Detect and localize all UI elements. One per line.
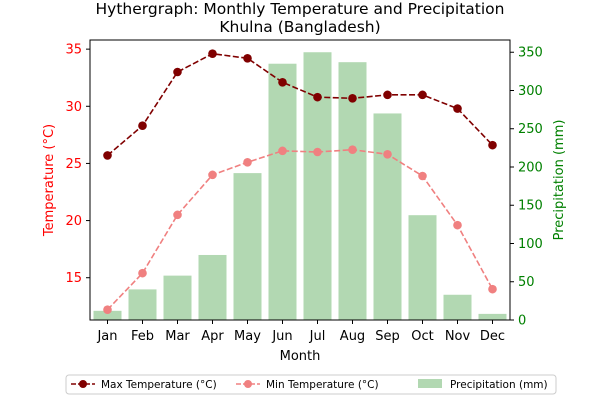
x-tick-label-may: May [234, 329, 261, 344]
precip-bar-sep [373, 113, 402, 320]
point-min-temperature-c-mar [173, 210, 182, 220]
precip-bar-dec [478, 313, 507, 320]
point-min-temperature-c-nov [453, 220, 462, 230]
left-tick-label-20: 20 [65, 214, 82, 229]
left-tick-label-25: 25 [65, 157, 82, 172]
chart-title-line2: Khulna (Bangladesh) [219, 18, 380, 36]
point-max-temperature-c-jun [278, 77, 287, 87]
temperature-lines [103, 49, 497, 315]
right-tick-label-0: 0 [518, 314, 526, 329]
left-axis-ticks: 15 20 25 30 35 [65, 43, 90, 286]
precip-bar-feb [128, 289, 157, 320]
x-tick-label-aug: Aug [340, 329, 365, 344]
point-max-temperature-c-nov [453, 104, 462, 113]
precip-bar-aug [338, 62, 367, 320]
precip-bar-jan [93, 310, 122, 320]
right-tick-label-250: 250 [518, 122, 543, 137]
legend-item-min-temp: Min Temperature (°C) [236, 379, 379, 391]
point-max-temperature-c-feb [138, 121, 147, 131]
x-tick-label-jan: Jan [96, 329, 117, 344]
point-min-temperature-c-dec [488, 284, 497, 294]
precip-bar-mar [163, 275, 192, 320]
right-tick-label-350: 350 [518, 46, 543, 61]
point-max-temperature-c-oct [418, 90, 427, 100]
point-min-temperature-c-jan [103, 305, 112, 315]
precip-bar-oct [408, 215, 437, 320]
legend-label-precip: Precipitation (mm) [450, 379, 548, 391]
x-tick-label-jun: Jun [271, 329, 292, 344]
legend-marker-min-temp [244, 380, 252, 388]
x-tick-label-oct: Oct [411, 329, 433, 344]
chart-title-line1: Hythergraph: Monthly Temperature and Pre… [96, 0, 505, 18]
right-tick-label-150: 150 [518, 199, 543, 214]
x-tick-label-mar: Mar [165, 329, 190, 344]
point-max-temperature-c-aug [348, 93, 357, 103]
point-max-temperature-c-sep [383, 90, 392, 100]
x-tick-label-dec: Dec [480, 329, 505, 344]
x-tick-label-feb: Feb [131, 329, 154, 344]
point-max-temperature-c-apr [208, 49, 217, 59]
precipitation-bars [93, 52, 507, 320]
x-tick-label-apr: Apr [201, 329, 224, 344]
point-min-temperature-c-feb [138, 268, 147, 278]
precip-bar-nov [443, 294, 472, 320]
legend-label-max-temp: Max Temperature (°C) [101, 379, 217, 391]
point-max-temperature-c-mar [173, 67, 182, 77]
point-min-temperature-c-apr [208, 170, 217, 180]
legend-swatch-precip [418, 379, 442, 388]
point-max-temperature-c-jan [103, 151, 112, 160]
right-tick-label-50: 50 [518, 275, 535, 290]
precip-bar-apr [198, 254, 227, 320]
point-min-temperature-c-sep [383, 149, 392, 159]
left-tick-label-30: 30 [65, 100, 82, 115]
line-min-temperature-c [106, 148, 494, 311]
legend: Max Temperature (°C) Min Temperature (°C… [65, 374, 557, 395]
left-axis-label: Temperature (°C) [42, 124, 57, 237]
right-axis-ticks: 0 50 100 150 200 250 300 350 [510, 46, 543, 329]
point-min-temperature-c-may [243, 157, 252, 167]
precip-bar-jul [303, 52, 332, 320]
x-tick-label-sep: Sep [375, 329, 400, 344]
right-axis-label: Precipitation (mm) [552, 120, 567, 241]
left-tick-label-35: 35 [65, 43, 82, 58]
right-tick-label-100: 100 [518, 237, 543, 252]
legend-marker-max-temp [79, 380, 87, 388]
point-min-temperature-c-jun [278, 146, 287, 156]
x-tick-label-jul: Jul [309, 329, 326, 344]
right-tick-label-200: 200 [518, 160, 543, 175]
x-axis-label: Month [280, 349, 321, 364]
legend-item-precip: Precipitation (mm) [418, 379, 548, 391]
point-max-temperature-c-may [243, 53, 252, 63]
point-max-temperature-c-dec [488, 140, 497, 150]
legend-label-min-temp: Min Temperature (°C) [266, 379, 379, 391]
right-tick-label-300: 300 [518, 84, 543, 99]
left-tick-label-15: 15 [65, 271, 82, 286]
line-max-temperature-c [106, 52, 494, 157]
legend-item-max-temp: Max Temperature (°C) [71, 379, 217, 391]
point-max-temperature-c-jul [313, 92, 322, 102]
point-min-temperature-c-jul [313, 147, 322, 157]
point-min-temperature-c-oct [418, 171, 427, 181]
x-tick-label-nov: Nov [445, 329, 471, 344]
x-axis-ticks: Jan Feb Mar Apr May Jun Jul Aug Sep Oct Nov Dec [96, 320, 505, 344]
point-min-temperature-c-aug [348, 145, 357, 155]
plot-frame [89, 39, 511, 321]
precip-bar-may [233, 173, 262, 320]
precip-bar-jun [268, 63, 297, 320]
